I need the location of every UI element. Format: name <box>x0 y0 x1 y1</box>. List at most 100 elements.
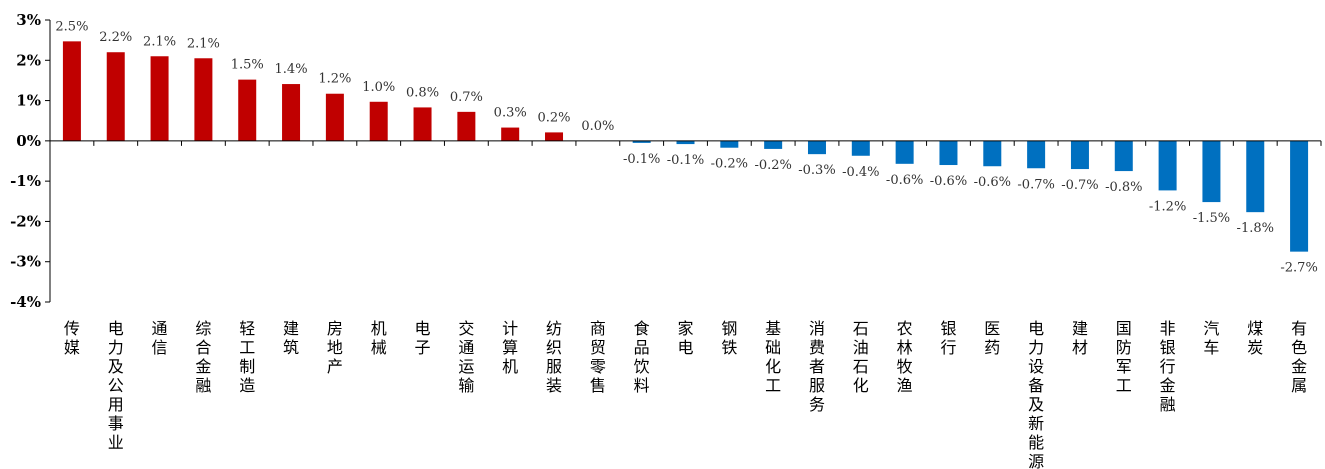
category-label: 建筑 <box>283 319 299 357</box>
data-label: -0.4% <box>842 165 879 180</box>
data-label: 0.7% <box>450 90 483 105</box>
data-label: 2.5% <box>55 19 88 34</box>
bar <box>632 140 651 143</box>
bar <box>983 140 1002 167</box>
data-label: -0.7% <box>1061 178 1098 193</box>
bar <box>895 140 914 164</box>
data-label: 1.2% <box>318 72 351 87</box>
category-label: 电子 <box>415 319 431 357</box>
category-label: 国防军工 <box>1116 319 1132 395</box>
category-label: 交通运输 <box>458 319 474 395</box>
bar <box>1158 140 1177 191</box>
category-label: 计算机 <box>502 319 518 376</box>
data-label: -1.2% <box>1149 199 1186 214</box>
bar <box>1290 140 1309 252</box>
y-tick-label: 3% <box>16 11 41 29</box>
bar <box>807 140 826 155</box>
bar <box>282 84 301 141</box>
bar <box>851 140 870 156</box>
category-label: 食品饮料 <box>634 319 650 395</box>
data-label: -2.7% <box>1280 261 1317 276</box>
data-label: -0.8% <box>1105 180 1142 195</box>
data-label: 1.4% <box>275 62 308 77</box>
category-label: 煤炭 <box>1247 319 1263 357</box>
bar <box>150 56 169 141</box>
data-label: -1.8% <box>1237 221 1274 236</box>
data-label: -0.2% <box>754 158 791 173</box>
category-label: 建材 <box>1072 319 1088 357</box>
bar <box>1027 140 1046 169</box>
bar <box>676 140 695 145</box>
bar <box>545 132 564 141</box>
category-label: 电力设备及新能源 <box>1028 319 1044 469</box>
category-label: 非银行金融 <box>1160 319 1176 414</box>
data-label: -0.7% <box>1017 177 1054 192</box>
bar <box>764 140 783 149</box>
y-axis: 3% 2% 1% 0% -1% -2% -3% -4% <box>10 11 51 311</box>
data-label: -1.5% <box>1193 211 1230 226</box>
category-label: 农林牧渔 <box>897 319 913 395</box>
data-label: -0.6% <box>974 175 1011 190</box>
category-label: 综合金融 <box>195 319 211 395</box>
bar <box>1246 140 1265 213</box>
y-tick-label: -3% <box>10 253 41 271</box>
bar <box>939 140 958 166</box>
data-label: 1.0% <box>362 80 395 95</box>
category-label: 基础化工 <box>765 319 781 395</box>
bar <box>62 41 81 141</box>
category-label: 轻工制造 <box>239 319 255 395</box>
y-tick-label: 2% <box>16 51 41 69</box>
data-label: 2.1% <box>143 34 176 49</box>
bar <box>457 111 476 141</box>
bars <box>62 41 1309 252</box>
bar <box>413 107 432 141</box>
bar <box>238 79 257 141</box>
data-label: 2.2% <box>99 30 132 45</box>
data-label: -0.6% <box>886 173 923 188</box>
y-tick-label: -2% <box>10 212 41 230</box>
category-label: 石油石化 <box>853 319 869 395</box>
category-label: 通信 <box>152 319 168 357</box>
bar <box>1114 140 1133 172</box>
data-label: 0.2% <box>538 110 571 125</box>
data-label: 2.1% <box>187 36 220 51</box>
data-label: -0.6% <box>930 174 967 189</box>
category-label: 消费者服务 <box>809 319 825 414</box>
bar <box>1070 140 1089 170</box>
category-label: 纺织服装 <box>546 319 562 395</box>
category-label: 房地产 <box>327 319 343 376</box>
data-label: 1.5% <box>231 58 264 73</box>
data-label: -0.3% <box>798 163 835 178</box>
y-tick-label: 1% <box>16 92 41 110</box>
category-label: 电力及公用事业 <box>108 319 124 452</box>
data-label: -0.1% <box>667 153 704 168</box>
x-axis <box>49 140 1322 146</box>
bar <box>194 58 213 141</box>
y-tick-label: 0% <box>16 132 41 150</box>
category-label: 钢铁 <box>721 319 737 357</box>
data-label: 0.8% <box>406 85 439 100</box>
y-tick-label: -4% <box>10 293 41 311</box>
bar <box>106 52 125 141</box>
category-label: 汽车 <box>1203 319 1219 357</box>
category-label: 医药 <box>984 319 1000 357</box>
data-label: 0.3% <box>494 106 527 121</box>
data-label: 0.0% <box>581 119 614 134</box>
category-label: 银行 <box>940 319 956 357</box>
category-label: 传媒 <box>64 319 80 357</box>
category-label: 商贸零售 <box>590 319 606 395</box>
y-tick-label: -1% <box>10 172 41 190</box>
bar <box>369 101 388 141</box>
category-label: 家电 <box>677 319 693 357</box>
category-label: 机械 <box>371 319 387 357</box>
bar <box>501 127 520 141</box>
data-label: -0.2% <box>711 157 748 172</box>
bar <box>1202 140 1221 203</box>
data-label: -0.1% <box>623 152 660 167</box>
bar <box>325 93 344 141</box>
category-label: 有色金属 <box>1291 319 1307 395</box>
data-labels: 2.5% 2.2% 2.1% 2.1% 1.5% 1.4% 1.2% 1.0% 0.8% 0.7%… <box>55 19 1317 275</box>
bar <box>720 140 739 148</box>
